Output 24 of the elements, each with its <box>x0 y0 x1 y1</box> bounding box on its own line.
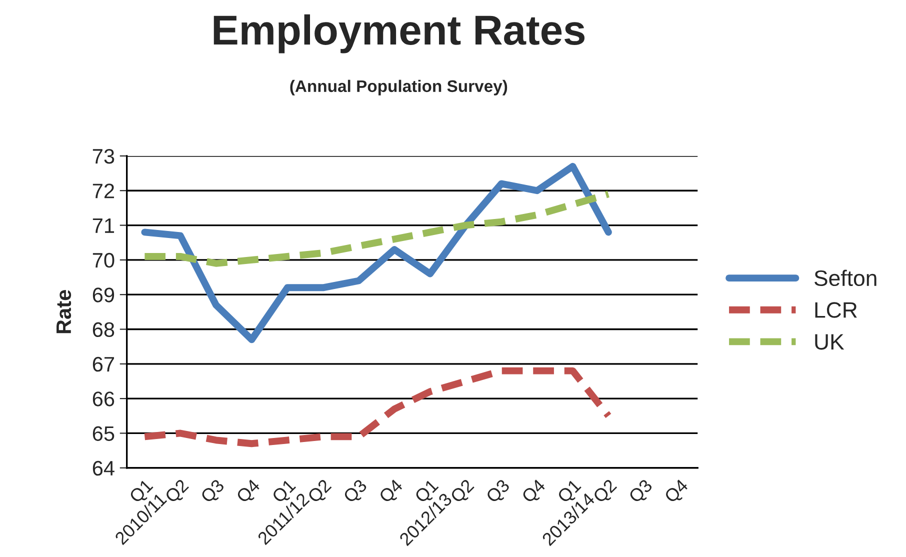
x-tick-label: Q3 <box>342 478 370 506</box>
x-tick-label: Q4 <box>521 478 548 506</box>
x-tick-label: Q4 <box>664 478 692 506</box>
chart-title: Employment Rates <box>214 14 584 54</box>
legend-label: Sefton <box>814 270 876 286</box>
x-tick-label: Q3 <box>485 478 513 506</box>
y-tick-label: 73 <box>92 148 114 164</box>
x-tick-label: Q4 <box>236 478 263 506</box>
y-tick-label: 68 <box>92 322 114 338</box>
y-tick-label: 65 <box>92 426 114 441</box>
y-tick-label: 64 <box>92 460 114 476</box>
x-tick-label: Q4 <box>378 478 406 506</box>
chart-subtitle: (Annual Population Survey) <box>290 80 508 96</box>
y-tick-label: 71 <box>92 218 114 233</box>
x-tick-label: Q3 <box>628 478 656 506</box>
y-tick-label: 66 <box>92 392 114 406</box>
y-tick-label: 67 <box>92 356 114 372</box>
y-axis-title: Rate <box>56 290 72 334</box>
y-tick-label: 69 <box>92 288 114 302</box>
y-tick-label: 72 <box>92 184 114 198</box>
legend-label: UK <box>815 334 844 350</box>
legend-label: LCR <box>815 302 857 318</box>
x-tick-label: Q3 <box>200 478 228 506</box>
y-tick-label: 70 <box>92 252 114 268</box>
